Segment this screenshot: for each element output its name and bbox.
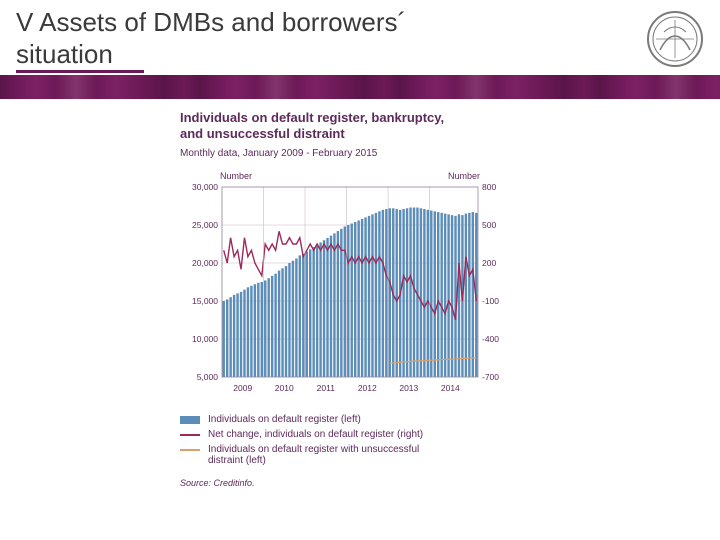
chart-subtitle: Monthly data, January 2009 - February 20… <box>180 148 510 159</box>
legend-swatch-distraint-icon <box>180 449 200 451</box>
svg-text:2011: 2011 <box>317 383 336 393</box>
svg-text:-700: -700 <box>482 372 499 382</box>
svg-text:2014: 2014 <box>441 383 460 393</box>
svg-text:25,000: 25,000 <box>192 220 218 230</box>
legend-label-net: Net change, individuals on default regis… <box>208 429 423 440</box>
svg-text:Number: Number <box>448 171 480 181</box>
chart-title-line-2: and unsuccessful distraint <box>180 126 345 141</box>
chart-source: Source: Creditinfo. <box>180 478 510 488</box>
chart-legend: Individuals on default register (left) N… <box>180 414 510 466</box>
institution-logo-icon <box>646 10 704 68</box>
chart-title: Individuals on default register, bankrup… <box>180 110 510 142</box>
legend-swatch-bars-icon <box>180 416 200 424</box>
title-line-2: situation <box>16 38 576 70</box>
svg-text:15,000: 15,000 <box>192 296 218 306</box>
svg-text:5,000: 5,000 <box>197 372 219 382</box>
legend-item-distraint: Individuals on default register with uns… <box>180 444 510 466</box>
svg-text:800: 800 <box>482 182 496 192</box>
svg-text:2012: 2012 <box>358 383 377 393</box>
chart-title-line-1: Individuals on default register, bankrup… <box>180 110 444 125</box>
svg-text:Number: Number <box>220 171 252 181</box>
svg-text:-400: -400 <box>482 334 499 344</box>
svg-text:10,000: 10,000 <box>192 334 218 344</box>
svg-text:200: 200 <box>482 258 496 268</box>
svg-text:-100: -100 <box>482 296 499 306</box>
decorative-banner <box>0 75 720 99</box>
slide-title: V Assets of DMBs and borrowers´ situatio… <box>16 6 576 70</box>
legend-label-bars: Individuals on default register (left) <box>208 414 361 425</box>
legend-label-distraint: Individuals on default register with uns… <box>208 444 419 466</box>
chart-block: Individuals on default register, bankrup… <box>180 110 510 488</box>
chart-canvas: Number Number 5,000 10,000 15,000 20,000 25,00… <box>180 169 510 399</box>
source-value: Creditinfo. <box>214 478 255 488</box>
svg-text:2009: 2009 <box>233 383 252 393</box>
source-label: Source: <box>180 478 211 488</box>
legend-item-bars: Individuals on default register (left) <box>180 414 510 425</box>
svg-text:30,000: 30,000 <box>192 182 218 192</box>
svg-text:2013: 2013 <box>399 383 418 393</box>
svg-text:20,000: 20,000 <box>192 258 218 268</box>
legend-item-net: Net change, individuals on default regis… <box>180 429 510 440</box>
title-underline <box>16 70 144 73</box>
title-line-1: V Assets of DMBs and borrowers´ <box>16 6 576 38</box>
legend-swatch-net-icon <box>180 434 200 436</box>
svg-text:2010: 2010 <box>275 383 294 393</box>
svg-text:500: 500 <box>482 220 496 230</box>
slide-root: V Assets of DMBs and borrowers´ situatio… <box>0 0 720 540</box>
